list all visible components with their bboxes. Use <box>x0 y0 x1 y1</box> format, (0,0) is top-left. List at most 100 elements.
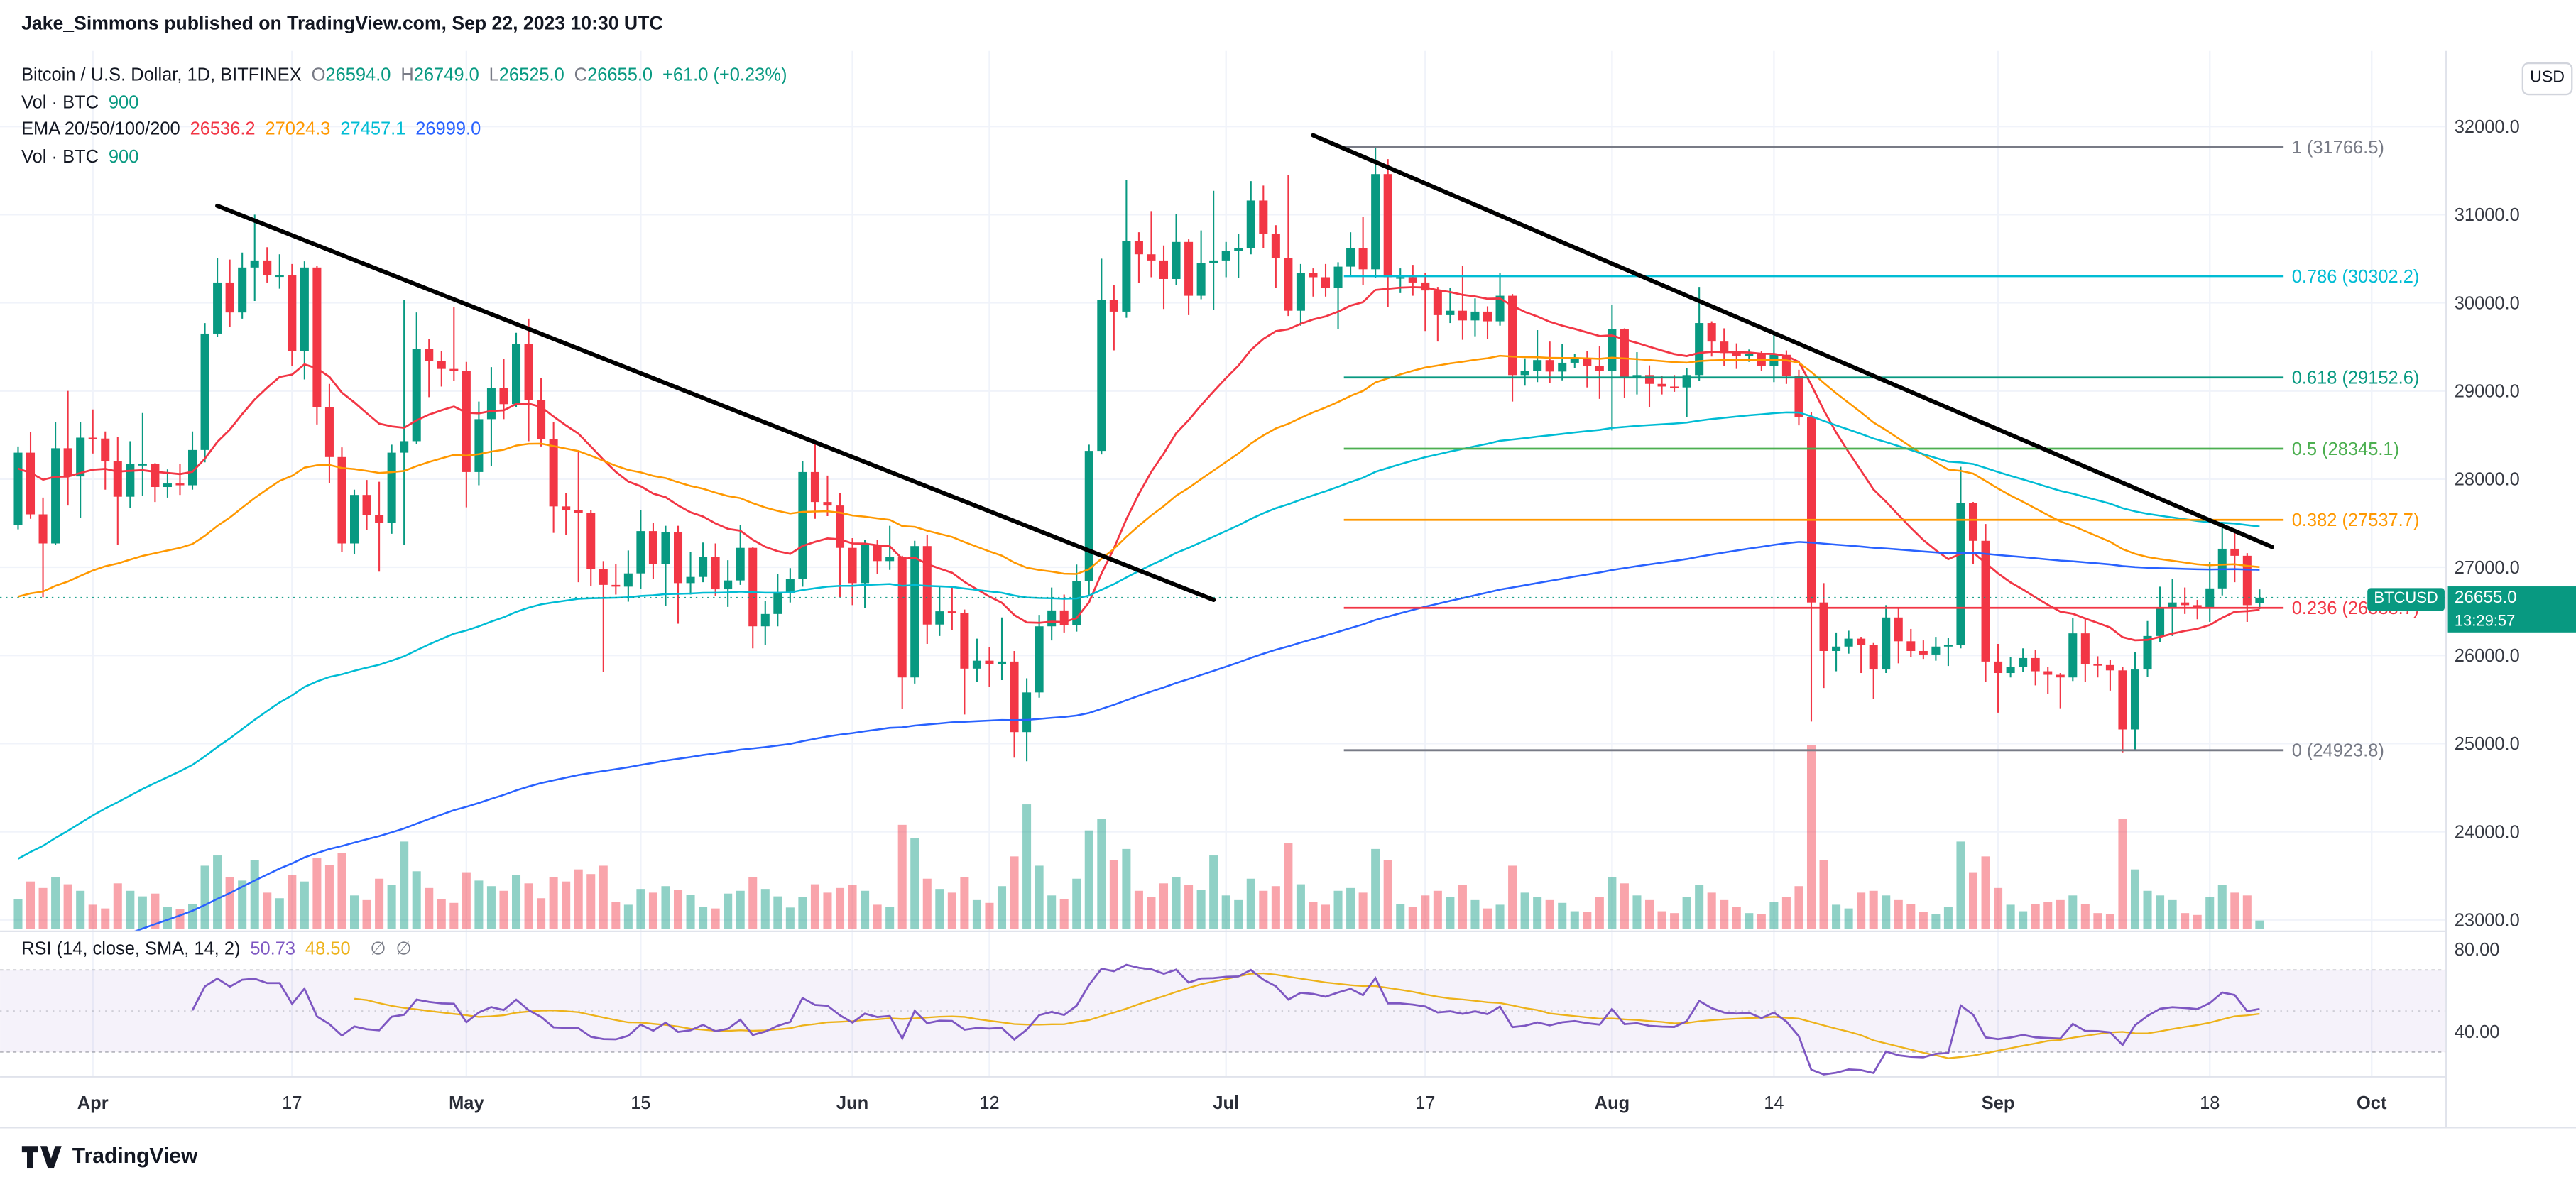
candle-body[interactable] <box>449 368 459 371</box>
candle-body[interactable] <box>1745 354 1754 356</box>
candle-body[interactable] <box>1695 323 1704 376</box>
rsi-legend-row[interactable]: RSI (14, close, SMA, 14, 2) 50.73 48.50 … <box>21 938 412 959</box>
candle-body[interactable] <box>1732 353 1741 356</box>
candle-body[interactable] <box>1433 290 1442 315</box>
candle-body[interactable] <box>213 282 222 334</box>
currency-toggle-button[interactable]: USD <box>2521 62 2573 96</box>
candle-body[interactable] <box>1894 617 1903 642</box>
candle-body[interactable] <box>1806 417 1816 603</box>
candle-body[interactable] <box>1819 602 1828 651</box>
candle-body[interactable] <box>2019 657 2028 667</box>
candle-body[interactable] <box>88 437 97 439</box>
candle-body[interactable] <box>1396 277 1405 279</box>
candle-body[interactable] <box>1172 241 1181 279</box>
candle-body[interactable] <box>362 495 371 515</box>
candle-body[interactable] <box>163 483 172 488</box>
candle-body[interactable] <box>200 333 209 450</box>
candle-body[interactable] <box>1284 258 1293 311</box>
candle-body[interactable] <box>1483 311 1492 322</box>
candle-body[interactable] <box>1196 263 1206 296</box>
candle-body[interactable] <box>798 471 807 579</box>
candle-body[interactable] <box>960 613 969 669</box>
candle-body[interactable] <box>1857 638 1866 645</box>
candle-body[interactable] <box>736 547 745 581</box>
candle-body[interactable] <box>760 613 770 627</box>
candle-body[interactable] <box>101 438 110 462</box>
candle-body[interactable] <box>138 464 147 466</box>
candle-body[interactable] <box>288 275 297 351</box>
candle-body[interactable] <box>1346 248 1355 267</box>
candle-body[interactable] <box>636 531 645 574</box>
tradingview-footer-logo[interactable]: TradingView <box>20 1143 198 1169</box>
candle-body[interactable] <box>1358 248 1368 270</box>
candle-body[interactable] <box>1644 375 1654 384</box>
trend-line[interactable] <box>1311 133 2274 549</box>
candle-body[interactable] <box>1309 273 1318 278</box>
candle-body[interactable] <box>263 260 272 276</box>
candle-body[interactable] <box>26 452 36 515</box>
candle-body[interactable] <box>711 557 720 590</box>
candle-body[interactable] <box>1097 300 1106 452</box>
candle-body[interactable] <box>126 464 135 497</box>
candle-body[interactable] <box>2156 608 2165 636</box>
candle-body[interactable] <box>2006 667 2015 674</box>
candle-body[interactable] <box>151 464 160 488</box>
candle-body[interactable] <box>1720 341 1729 354</box>
candle-body[interactable] <box>699 557 708 577</box>
candle-body[interactable] <box>897 557 907 678</box>
candle-body[interactable] <box>524 344 533 400</box>
candle-body[interactable] <box>1470 311 1480 321</box>
candle-body[interactable] <box>1657 383 1666 387</box>
time-scale[interactable]: Apr 17 May 15 Jun 12 Jul 17 Aug 14 Sep 18 Oct <box>77 1093 2387 1113</box>
candle-body[interactable] <box>1321 277 1331 288</box>
candle-body[interactable] <box>175 483 185 486</box>
candle-body[interactable] <box>2193 605 2202 609</box>
candle-body[interactable] <box>1246 200 1255 248</box>
candle-body[interactable] <box>1147 254 1156 261</box>
candle-body[interactable] <box>113 461 122 497</box>
candle-body[interactable] <box>848 547 857 584</box>
candle-body[interactable] <box>2168 602 2177 609</box>
candle-body[interactable] <box>1968 503 1978 541</box>
candle-body[interactable] <box>1059 610 1069 625</box>
candle-body[interactable] <box>511 344 521 405</box>
candle-body[interactable] <box>2130 669 2140 730</box>
candle-body[interactable] <box>1558 362 1567 372</box>
candle-body[interactable] <box>1371 174 1380 270</box>
candle-body[interactable] <box>1134 241 1143 255</box>
candle-body[interactable] <box>499 388 508 405</box>
candle-body[interactable] <box>2205 588 2215 609</box>
candle-body[interactable] <box>2255 597 2264 603</box>
candle-body[interactable] <box>823 502 832 506</box>
candle-body[interactable] <box>1882 617 1891 670</box>
candle-body[interactable] <box>2080 633 2090 664</box>
candle-body[interactable] <box>748 547 758 627</box>
candle-body[interactable] <box>873 545 882 562</box>
candle-body[interactable] <box>1084 451 1093 581</box>
candle-body[interactable] <box>486 388 496 420</box>
candle-body[interactable] <box>773 593 782 614</box>
candle-body[interactable] <box>2242 555 2252 606</box>
candle-body[interactable] <box>835 505 845 548</box>
candlesticks[interactable] <box>13 147 2264 762</box>
candle-body[interactable] <box>462 371 471 472</box>
candle-body[interactable] <box>549 439 558 507</box>
candle-body[interactable] <box>686 576 695 584</box>
candle-body[interactable] <box>661 532 670 564</box>
candle-body[interactable] <box>885 557 895 562</box>
candle-body[interactable] <box>1919 650 1928 655</box>
candle-body[interactable] <box>1408 277 1417 283</box>
candle-body[interactable] <box>1608 329 1617 371</box>
candle-body[interactable] <box>2118 670 2127 730</box>
candle-body[interactable] <box>1620 329 1629 378</box>
candle-body[interactable] <box>1234 248 1243 251</box>
candle-body[interactable] <box>312 267 322 407</box>
candle-body[interactable] <box>1832 646 1841 651</box>
candle-body[interactable] <box>648 531 657 564</box>
ema-legend-row[interactable]: EMA 20/50/100/200 26536.2 27024.3 27457.… <box>21 120 481 140</box>
candle-body[interactable] <box>238 267 247 313</box>
candle-body[interactable] <box>1022 692 1032 733</box>
candle-body[interactable] <box>1956 503 1965 645</box>
candle-body[interactable] <box>2230 548 2239 556</box>
